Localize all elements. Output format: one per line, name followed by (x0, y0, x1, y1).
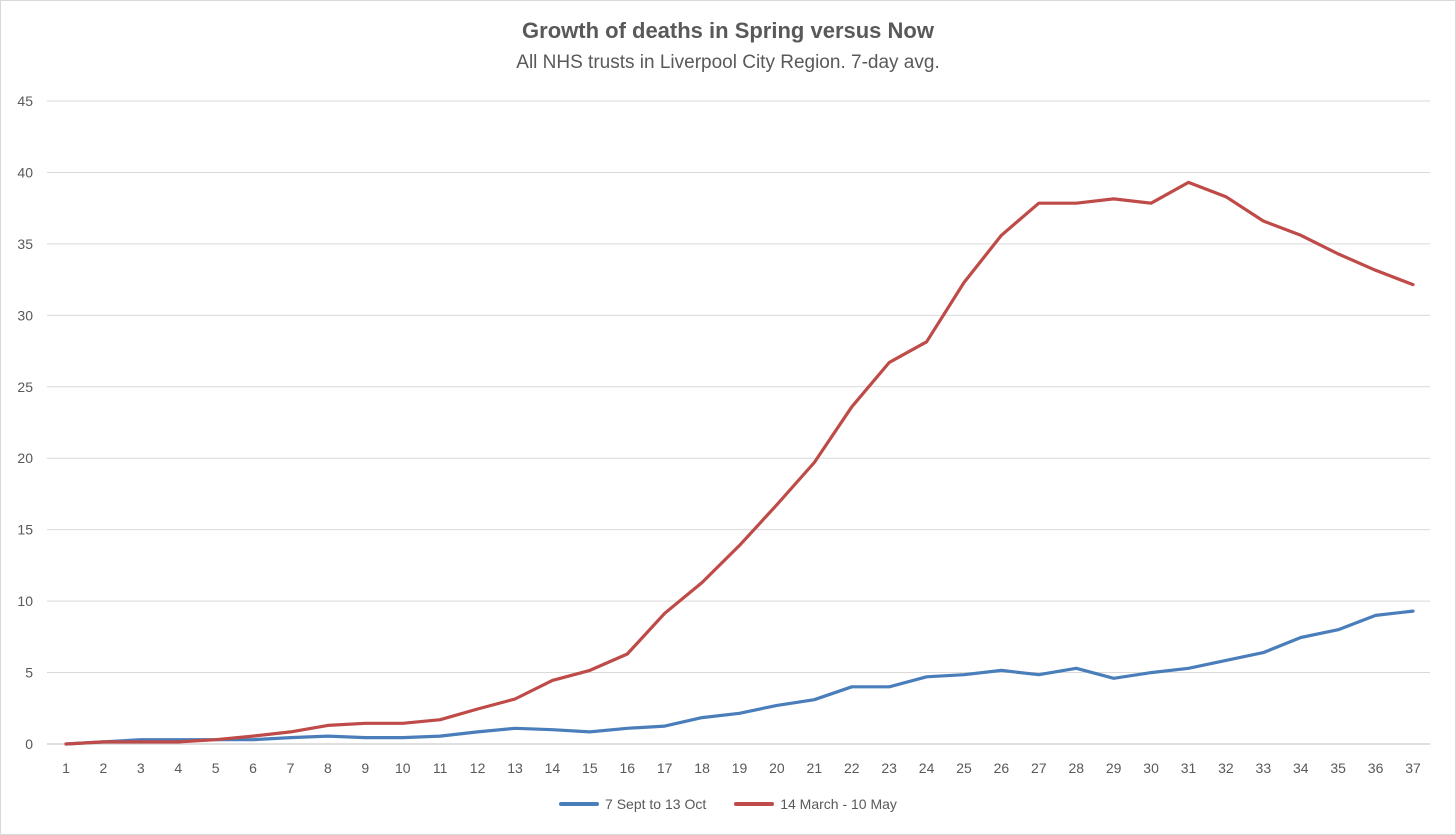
y-tick-label: 30 (17, 307, 33, 323)
x-tick-label: 13 (507, 760, 523, 776)
y-tick-label: 5 (25, 665, 33, 681)
x-tick-label: 2 (100, 760, 108, 776)
gridlines (47, 100, 1430, 745)
x-axis-ticks: 1 2 3 4 5 6 7 8 9 10 11 12 13 14 15 16 17 18 19 20 21 22 23 24 2… (62, 760, 1421, 776)
legend-item-2: 14 March - 10 May (734, 796, 897, 812)
x-tick-label: 4 (174, 760, 182, 776)
x-tick-label: 15 (582, 760, 598, 776)
x-tick-label: 37 (1405, 760, 1421, 776)
x-tick-label: 32 (1218, 760, 1234, 776)
y-tick-label: 45 (17, 93, 33, 109)
series-lines (64, 180, 1415, 746)
x-tick-label: 22 (844, 760, 860, 776)
y-tick-label: 0 (25, 736, 33, 752)
x-tick-label: 1 (62, 760, 70, 776)
y-tick-label: 15 (17, 522, 33, 538)
x-tick-label: 20 (769, 760, 785, 776)
series-line-2 (64, 180, 1415, 746)
x-tick-label: 24 (919, 760, 935, 776)
x-tick-label: 33 (1256, 760, 1272, 776)
series-line-1 (64, 609, 1415, 746)
x-tick-label: 27 (1031, 760, 1047, 776)
x-tick-label: 18 (694, 760, 710, 776)
x-tick-label: 35 (1330, 760, 1346, 776)
x-tick-label: 23 (881, 760, 897, 776)
chart-title: Growth of deaths in Spring versus Now (522, 18, 934, 43)
x-tick-label: 30 (1143, 760, 1159, 776)
y-tick-label: 10 (17, 593, 33, 609)
legend-label: 7 Sept to 13 Oct (605, 796, 707, 812)
legend-item-1: 7 Sept to 13 Oct (559, 796, 706, 812)
y-tick-label: 35 (17, 236, 33, 252)
y-tick-label: 25 (17, 379, 33, 395)
x-tick-label: 36 (1368, 760, 1384, 776)
x-tick-label: 29 (1106, 760, 1122, 776)
x-tick-label: 7 (287, 760, 295, 776)
x-tick-label: 34 (1293, 760, 1309, 776)
x-tick-label: 25 (956, 760, 972, 776)
y-tick-label: 20 (17, 450, 33, 466)
x-tick-label: 3 (137, 760, 145, 776)
legend: 7 Sept to 13 Oct 14 March - 10 May (0, 796, 1456, 812)
legend-swatch (559, 802, 600, 806)
x-tick-label: 10 (395, 760, 411, 776)
chart-subtitle: All NHS trusts in Liverpool City Region.… (516, 52, 940, 73)
x-tick-label: 14 (545, 760, 561, 776)
x-tick-label: 31 (1181, 760, 1197, 776)
x-tick-label: 26 (994, 760, 1010, 776)
x-tick-label: 12 (470, 760, 486, 776)
x-tick-label: 28 (1068, 760, 1084, 776)
x-tick-label: 21 (807, 760, 823, 776)
x-tick-label: 17 (657, 760, 673, 776)
x-tick-label: 5 (212, 760, 220, 776)
x-tick-label: 11 (433, 760, 448, 776)
x-tick-label: 16 (619, 760, 635, 776)
y-tick-label: 40 (17, 164, 33, 180)
legend-label: 14 March - 10 May (780, 796, 897, 812)
x-tick-label: 8 (324, 760, 332, 776)
y-axis-ticks: 0 5 10 15 20 25 30 35 40 45 (17, 93, 33, 752)
x-tick-label: 19 (732, 760, 748, 776)
x-tick-label: 6 (249, 760, 257, 776)
legend-swatch (734, 802, 775, 806)
x-tick-label: 9 (361, 760, 369, 776)
